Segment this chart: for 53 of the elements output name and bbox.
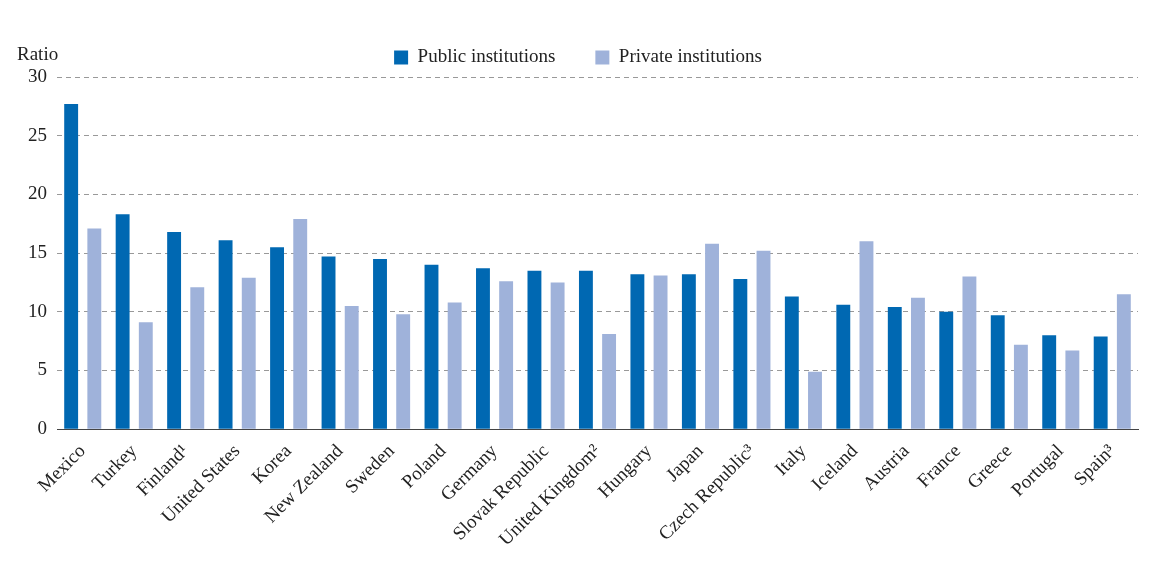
- bar: [115, 214, 130, 429]
- y-axis-title: Ratio: [17, 43, 59, 65]
- bar: [396, 314, 411, 429]
- legend-label: Public institutions: [417, 45, 556, 67]
- bar: [550, 282, 565, 429]
- bar: [373, 258, 387, 429]
- y-tick-label: 5: [37, 358, 47, 380]
- bar: [138, 322, 153, 429]
- bar: [910, 297, 925, 429]
- bar: [653, 275, 668, 429]
- y-tick-label: 20: [28, 182, 47, 204]
- y-tick-label: 30: [28, 64, 47, 86]
- bar: [784, 296, 799, 429]
- bar: [990, 315, 1005, 429]
- y-tick-label: 15: [28, 241, 47, 263]
- bar: [1013, 344, 1028, 429]
- legend-label: Private institutions: [618, 45, 762, 67]
- bar: [167, 231, 182, 429]
- bar: [681, 274, 696, 429]
- bar: [733, 278, 748, 429]
- bar: [1116, 294, 1131, 429]
- y-tick-label: 25: [28, 123, 47, 145]
- bar: [1042, 335, 1057, 429]
- bar: [527, 270, 542, 429]
- bar: [293, 219, 308, 429]
- bar: [630, 274, 645, 429]
- bar: [578, 270, 593, 429]
- bar: [887, 307, 902, 429]
- bar: [1065, 350, 1080, 429]
- bar: [424, 264, 439, 429]
- y-tick-label: 10: [28, 299, 47, 321]
- bar: [705, 243, 719, 429]
- bar: [476, 268, 490, 429]
- bar: [1093, 336, 1108, 429]
- bar: [808, 371, 822, 429]
- y-tick-label: 0: [37, 417, 47, 439]
- bar: [859, 241, 874, 429]
- bar: [939, 311, 954, 429]
- bar: [321, 256, 336, 429]
- bar: [270, 247, 285, 429]
- bar: [190, 287, 205, 429]
- bar: [87, 228, 102, 429]
- bar: [218, 240, 233, 429]
- bar: [344, 305, 359, 429]
- x-tick-label: Italy: [770, 439, 811, 480]
- bar: [602, 334, 617, 429]
- bar: [962, 276, 977, 429]
- bar: [241, 277, 256, 429]
- bar: [499, 281, 514, 429]
- bar: [756, 250, 771, 429]
- bar: [836, 304, 851, 429]
- bar: [64, 104, 79, 429]
- bar: [447, 302, 462, 429]
